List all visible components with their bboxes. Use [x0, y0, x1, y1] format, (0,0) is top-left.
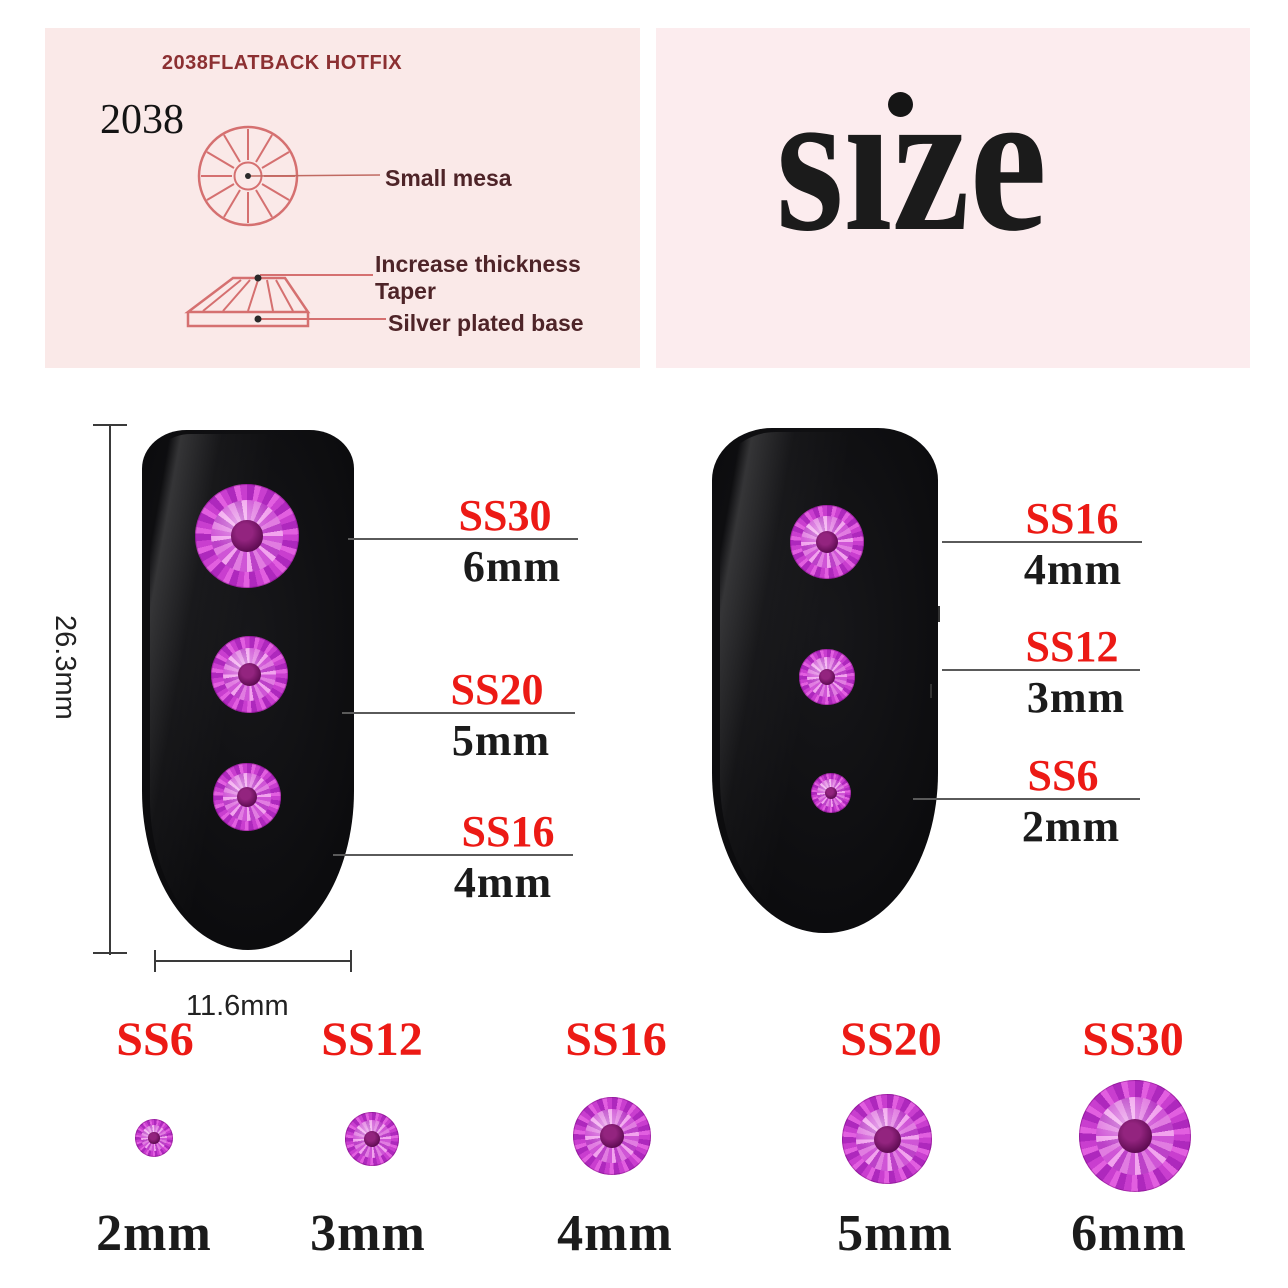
stone-top-view-drawing — [197, 125, 299, 227]
spec-panel: 2038FLATBACK HOTFIX 2038 Small mesa Incr… — [45, 28, 640, 368]
nail-height-label: 26.3mm — [49, 615, 81, 720]
callout-ss-code: SS16 — [461, 807, 555, 856]
edge-tick — [938, 606, 940, 622]
rhinestone-sample-ss6 — [135, 1119, 173, 1157]
callout-ss-code: SS30 — [458, 491, 552, 540]
callout-mm-size: 4mm — [453, 858, 553, 907]
chart-mm-size: 5mm — [837, 1205, 953, 1262]
height-dimension-tick-bottom — [93, 952, 127, 954]
callout-mm-size: 5mm — [451, 716, 551, 765]
chart-ss-code: SS12 — [321, 1013, 423, 1066]
callout-mm-size: 6mm — [462, 542, 562, 591]
size-heading: sıze — [776, 47, 1047, 274]
i-dot — [888, 92, 913, 117]
label-increase-thickness: Increase thickness — [375, 251, 581, 277]
label-small-mesa: Small mesa — [385, 165, 512, 191]
leader-line — [942, 669, 1140, 671]
width-dimension-tick-right — [350, 950, 352, 972]
chart-mm-size: 3mm — [310, 1205, 426, 1262]
rhinestone-ss30 — [195, 484, 299, 588]
callout-mm-size: 2mm — [1021, 802, 1121, 851]
chart-mm-size: 6mm — [1071, 1205, 1187, 1262]
rhinestone-sample-ss30 — [1079, 1080, 1191, 1192]
rhinestone-sample-ss20 — [842, 1094, 932, 1184]
chart-mm-size: 4mm — [557, 1205, 673, 1262]
label-taper: Taper — [375, 278, 436, 304]
leader-line — [942, 541, 1142, 543]
height-dimension-line — [109, 425, 111, 955]
callout-ss-code: SS16 — [1025, 494, 1119, 543]
rhinestone-ss16 — [213, 763, 281, 831]
rhinestone-diagram — [184, 125, 386, 328]
width-dimension-tick-left — [154, 950, 156, 972]
leader-line — [348, 538, 578, 540]
rhinestone-ss20 — [211, 636, 288, 713]
chart-ss-code: SS30 — [1082, 1013, 1184, 1066]
callout-ss-code: SS6 — [1027, 751, 1099, 800]
spec-panel-title: 2038FLATBACK HOTFIX — [161, 52, 403, 74]
label-silver-plated-base: Silver plated base — [388, 310, 584, 336]
leader-line — [333, 854, 573, 856]
chart-ss-code: SS16 — [565, 1013, 667, 1066]
chart-ss-code: SS20 — [840, 1013, 942, 1066]
callout-mm-size: 4mm — [1023, 545, 1123, 594]
size-panel: sıze — [656, 28, 1250, 368]
rhinestone-ss12 — [799, 649, 855, 705]
rhinestone-ss16 — [790, 505, 864, 579]
chart-ss-code: SS6 — [116, 1013, 194, 1066]
model-number: 2038 — [100, 97, 184, 143]
chart-mm-size: 2mm — [96, 1205, 212, 1262]
callout-ss-code: SS20 — [450, 665, 544, 714]
leader-line — [913, 798, 1140, 800]
callout-mm-size: 3mm — [1026, 673, 1126, 722]
edge-tick — [930, 684, 932, 698]
width-dimension-line — [155, 960, 352, 962]
rhinestone-sample-ss16 — [573, 1097, 651, 1175]
height-dimension-tick-top — [93, 424, 127, 426]
rhinestone-ss6 — [811, 773, 851, 813]
rhinestone-sample-ss12 — [345, 1112, 399, 1166]
diagram-leader-lines — [245, 173, 386, 323]
nail-width-label: 11.6mm — [186, 990, 289, 1022]
leader-line — [342, 712, 575, 714]
callout-ss-code: SS12 — [1025, 622, 1119, 671]
